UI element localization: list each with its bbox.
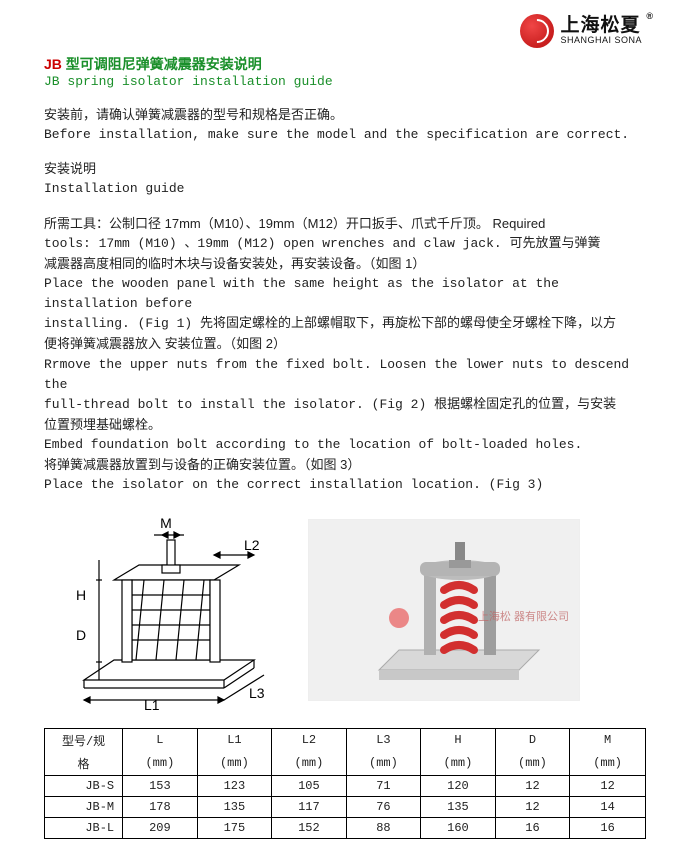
table-cell: 123 xyxy=(197,775,272,796)
spec-table: 型号/规LL1L2L3HDM 格(mm)(mm)(mm)(mm)(mm)(mm)… xyxy=(44,728,646,839)
table-cell: 105 xyxy=(272,775,347,796)
table-row: JB-M178135117761351214 xyxy=(45,796,646,817)
brand-header: 上海松夏 ® SHANGHAI SONA xyxy=(44,14,646,48)
table-cell: 12 xyxy=(495,775,570,796)
p2-l11: 将弹簧减震器放置到与设备的正确安装位置。（如图 3） xyxy=(44,455,646,475)
p2-l12: Place the isolator on the correct instal… xyxy=(44,475,646,495)
technical-diagram: M L2 H D L1 L3 xyxy=(44,510,284,710)
table-header: D xyxy=(495,728,570,752)
table-cell: 153 xyxy=(123,775,198,796)
table-header-unit: 格 xyxy=(45,752,123,776)
dim-label-h: H xyxy=(76,587,86,603)
table-header: 型号/规 xyxy=(45,728,123,752)
p2-l9: 位置预埋基础螺栓。 xyxy=(44,415,646,435)
photo-watermark: 上海松 器有限公司 xyxy=(478,608,569,624)
table-cell: 175 xyxy=(197,817,272,838)
table-cell: 178 xyxy=(123,796,198,817)
heading-install-guide: 安装说明 Installation guide xyxy=(44,159,646,199)
paragraph-instructions: 所需工具：公制口径 17mm（M10）、19mm（M12）开口扳手、爪式千斤顶。… xyxy=(44,214,646,496)
table-cell: 160 xyxy=(421,817,496,838)
table-cell: 135 xyxy=(421,796,496,817)
table-header-unit: (mm) xyxy=(421,752,496,776)
table-header-unit: (mm) xyxy=(123,752,198,776)
table-cell: 152 xyxy=(272,817,347,838)
dim-label-l2: L2 xyxy=(244,537,260,553)
table-header: H xyxy=(421,728,496,752)
dim-label-l1: L1 xyxy=(144,697,160,710)
p2-l6: 便将弹簧减震器放入 安装位置。（如图 2） xyxy=(44,334,646,354)
brand-text-block: 上海松夏 ® SHANGHAI SONA xyxy=(560,16,642,45)
heading2-en: Installation guide xyxy=(44,179,646,199)
dim-label-d: D xyxy=(76,627,86,643)
page-root: 上海松夏 ® SHANGHAI SONA JB 型可调阻尼弹簧减震器安装说明 J… xyxy=(0,0,690,859)
table-header-unit: (mm) xyxy=(570,752,646,776)
table-cell: 71 xyxy=(346,775,421,796)
table-cell: 16 xyxy=(495,817,570,838)
brand-cn-text: 上海松夏 xyxy=(560,15,640,36)
table-cell: 88 xyxy=(346,817,421,838)
table-cell: 120 xyxy=(421,775,496,796)
table-cell: 14 xyxy=(570,796,646,817)
table-cell: 135 xyxy=(197,796,272,817)
table-header: M xyxy=(570,728,646,752)
product-photo: 上海松 器有限公司 xyxy=(308,519,580,701)
dim-label-l3: L3 xyxy=(249,685,265,701)
brand-name-en: SHANGHAI SONA xyxy=(560,36,642,45)
table-row: JB-L209175152881601616 xyxy=(45,817,646,838)
table-header-unit: (mm) xyxy=(197,752,272,776)
para1-cn: 安装前，请确认弹簧减震器的型号和规格是否正确。 xyxy=(44,105,646,125)
p2-l8: full-thread bolt to install the isolator… xyxy=(44,395,646,415)
title-rest: 型可调阻尼弹簧减震器安装说明 xyxy=(62,56,262,72)
title-jb: JB xyxy=(44,56,62,72)
brand-registered-icon: ® xyxy=(646,12,654,21)
heading2-cn: 安装说明 xyxy=(44,159,646,179)
table-cell: 12 xyxy=(495,796,570,817)
table-header: L1 xyxy=(197,728,272,752)
p2-l3: 减震器高度相同的临时木块与设备安装处，再安装设备。（如图 1） xyxy=(44,254,646,274)
brand-logo-icon xyxy=(520,14,554,48)
table-header: L3 xyxy=(346,728,421,752)
para1-en: Before installation, make sure the model… xyxy=(44,125,646,145)
table-header: L xyxy=(123,728,198,752)
table-cell: JB-L xyxy=(45,817,123,838)
p2-l2: tools: 17mm (M10) 、19mm (M12) open wrenc… xyxy=(44,234,646,254)
p2-l5: installing. (Fig 1) 先将固定螺栓的上部螺帽取下，再旋松下部的… xyxy=(44,314,646,334)
doc-title-cn: JB 型可调阻尼弹簧减震器安装说明 xyxy=(44,54,646,74)
p2-l1: 所需工具：公制口径 17mm（M10）、19mm（M12）开口扳手、爪式千斤顶。… xyxy=(44,214,646,234)
paragraph-confirm: 安装前，请确认弹簧减震器的型号和规格是否正确。 Before installat… xyxy=(44,105,646,145)
table-cell: 16 xyxy=(570,817,646,838)
table-header-unit: (mm) xyxy=(272,752,347,776)
p2-l10: Embed foundation bolt according to the l… xyxy=(44,435,646,455)
p2-l7: Rrmove the upper nuts from the fixed bol… xyxy=(44,355,646,395)
table-cell: 76 xyxy=(346,796,421,817)
table-cell: 117 xyxy=(272,796,347,817)
table-cell: JB-S xyxy=(45,775,123,796)
brand-name-cn: 上海松夏 ® xyxy=(560,16,642,36)
table-header-unit: (mm) xyxy=(495,752,570,776)
table-row: JB-S153123105711201212 xyxy=(45,775,646,796)
dim-label-m: M xyxy=(160,515,172,531)
table-cell: 209 xyxy=(123,817,198,838)
doc-title-en: JB spring isolator installation guide xyxy=(44,74,646,89)
table-cell: JB-M xyxy=(45,796,123,817)
table-header: L2 xyxy=(272,728,347,752)
p2-l4: Place the wooden panel with the same hei… xyxy=(44,274,646,314)
table-header-unit: (mm) xyxy=(346,752,421,776)
figures-row: M L2 H D L1 L3 xyxy=(44,510,646,710)
table-cell: 12 xyxy=(570,775,646,796)
